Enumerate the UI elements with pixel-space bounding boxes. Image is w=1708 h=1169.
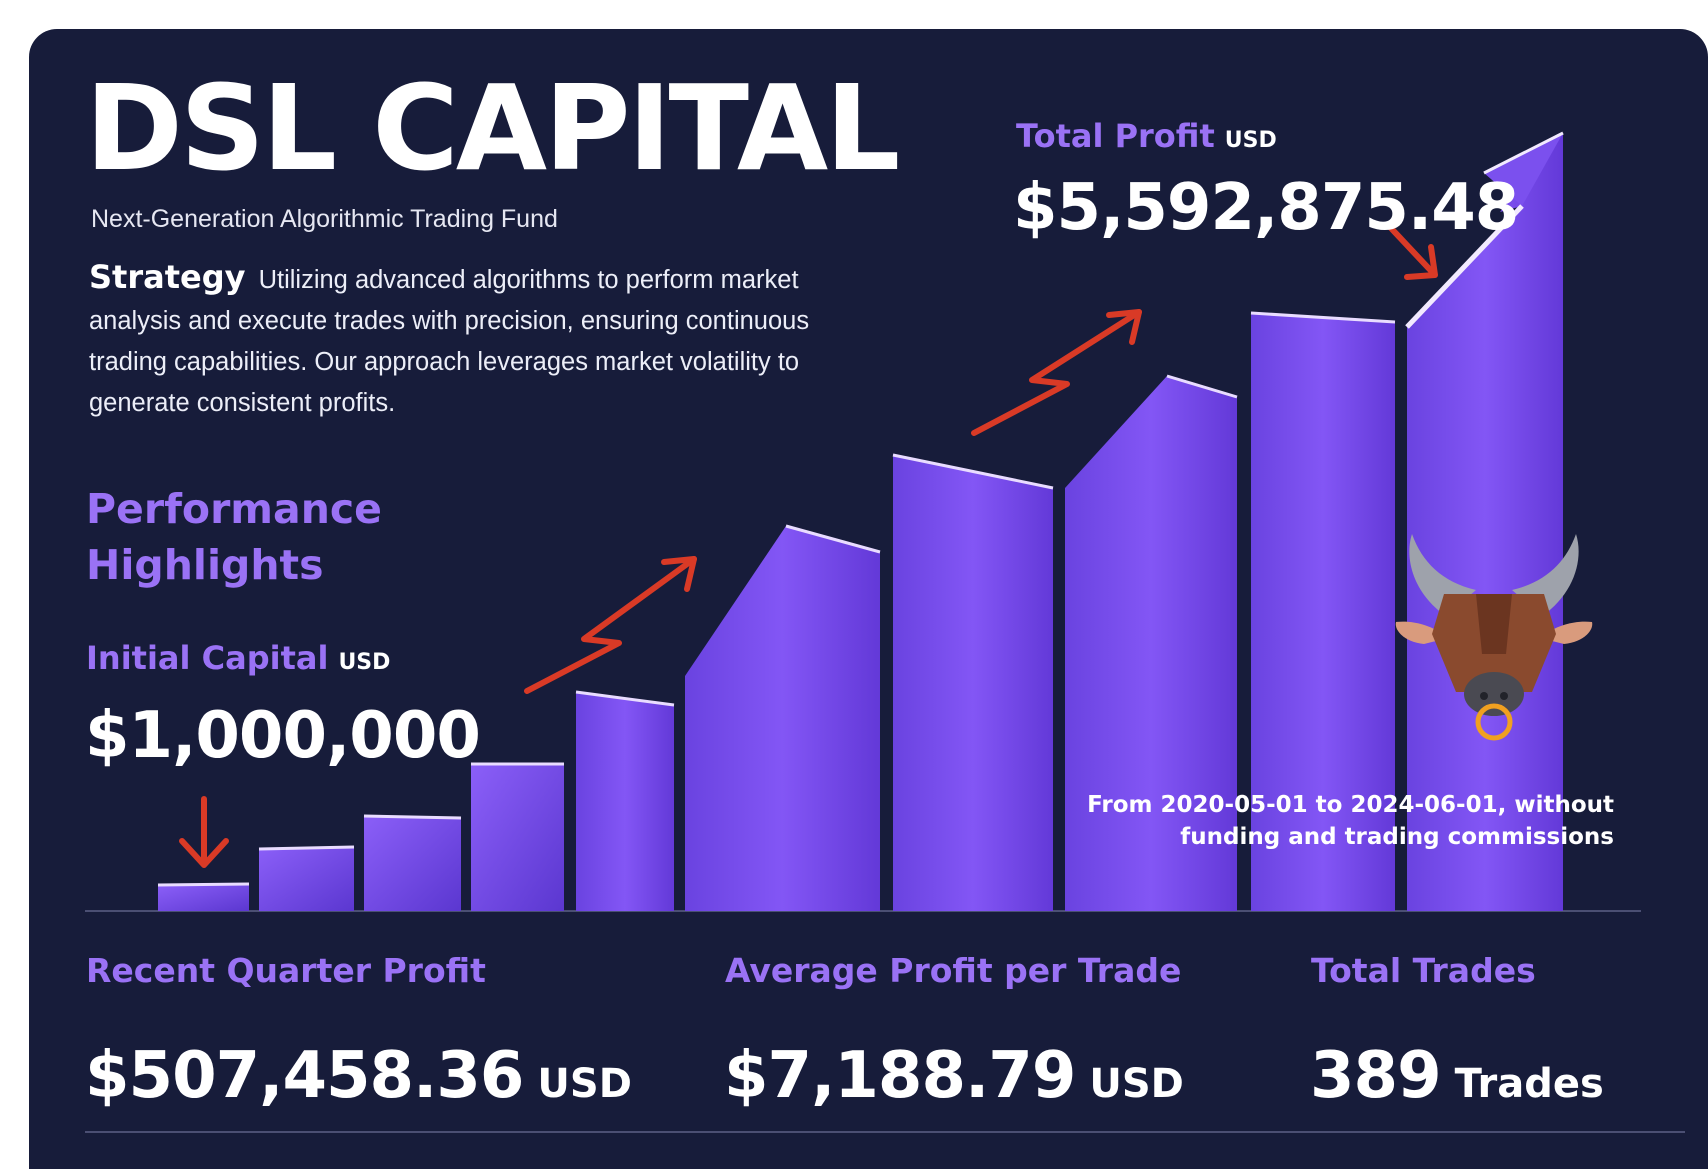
- total-profit-label: Total Profit USD: [1016, 117, 1277, 155]
- recent-quarter-value: $507,458.36 USD: [85, 1039, 632, 1113]
- strategy-text: Utilizing advanced algorithms to perform…: [89, 266, 810, 417]
- initial-capital-label-text: Initial Capital: [86, 639, 329, 677]
- performance-heading: Performance Highlights: [86, 481, 486, 593]
- initial-capital-unit: USD: [338, 650, 391, 675]
- avg-profit-unit: USD: [1089, 1061, 1184, 1107]
- brand-title: DSL CAPITAL: [85, 59, 900, 197]
- strategy-label: Strategy: [89, 258, 246, 296]
- growth-bar: [893, 455, 1053, 911]
- recent-quarter-amount: $507,458.36: [85, 1039, 524, 1113]
- growth-bar: [1065, 376, 1237, 911]
- growth-bar-arrow: [1407, 133, 1563, 911]
- total-trades-label: Total Trades: [1311, 951, 1536, 990]
- period-note-line1: From 2020-05-01 to 2024-06-01, without: [1087, 792, 1614, 818]
- initial-capital-value: $1,000,000: [85, 699, 481, 773]
- growth-bars: [157, 131, 1564, 911]
- total-profit-unit: USD: [1224, 128, 1277, 153]
- growth-bar: [1251, 313, 1395, 911]
- growth-illustration: [85, 131, 1641, 912]
- growth-arrow-head: [1484, 133, 1563, 206]
- strategy-block: Strategy Utilizing advanced algorithms t…: [89, 257, 879, 424]
- initial-capital-label: Initial Capital USD: [86, 639, 390, 677]
- period-note-line2: funding and trading commissions: [1180, 824, 1614, 850]
- recent-quarter-unit: USD: [537, 1061, 632, 1107]
- brand-tagline: Next-Generation Algorithmic Trading Fund: [91, 205, 558, 233]
- growth-bar: [259, 847, 354, 911]
- infographic-card: DSL CAPITAL Next-Generation Algorithmic …: [29, 29, 1708, 1169]
- avg-profit-label: Average Profit per Trade: [725, 951, 1182, 990]
- total-profit-value: $5,592,875.48: [1013, 171, 1519, 245]
- total-profit-label-text: Total Profit: [1016, 117, 1215, 155]
- red-arrow-icon: [179, 223, 1438, 868]
- period-note: From 2020-05-01 to 2024-06-01, without f…: [949, 789, 1614, 853]
- bottom-divider: [85, 1131, 1685, 1133]
- growth-bar: [364, 816, 461, 911]
- performance-heading-line2: Highlights: [86, 541, 324, 589]
- growth-bar: [576, 692, 674, 911]
- bull-head-icon: [1395, 534, 1593, 741]
- avg-profit-amount: $7,188.79: [724, 1039, 1076, 1113]
- avg-profit-value: $7,188.79 USD: [724, 1039, 1184, 1113]
- growth-bar: [158, 885, 249, 911]
- total-trades-unit: Trades: [1454, 1061, 1604, 1107]
- recent-quarter-label: Recent Quarter Profit: [86, 951, 486, 990]
- total-trades-count: 389: [1310, 1039, 1442, 1113]
- performance-heading-line1: Performance: [86, 485, 382, 533]
- total-trades-value: 389 Trades: [1310, 1039, 1604, 1113]
- growth-bar: [471, 764, 564, 911]
- growth-bar: [685, 526, 880, 911]
